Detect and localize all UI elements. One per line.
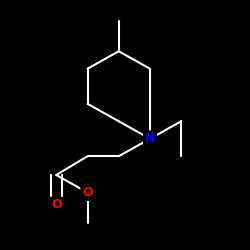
Text: N: N (145, 132, 155, 145)
Text: O: O (51, 198, 62, 211)
Text: O: O (82, 186, 93, 199)
